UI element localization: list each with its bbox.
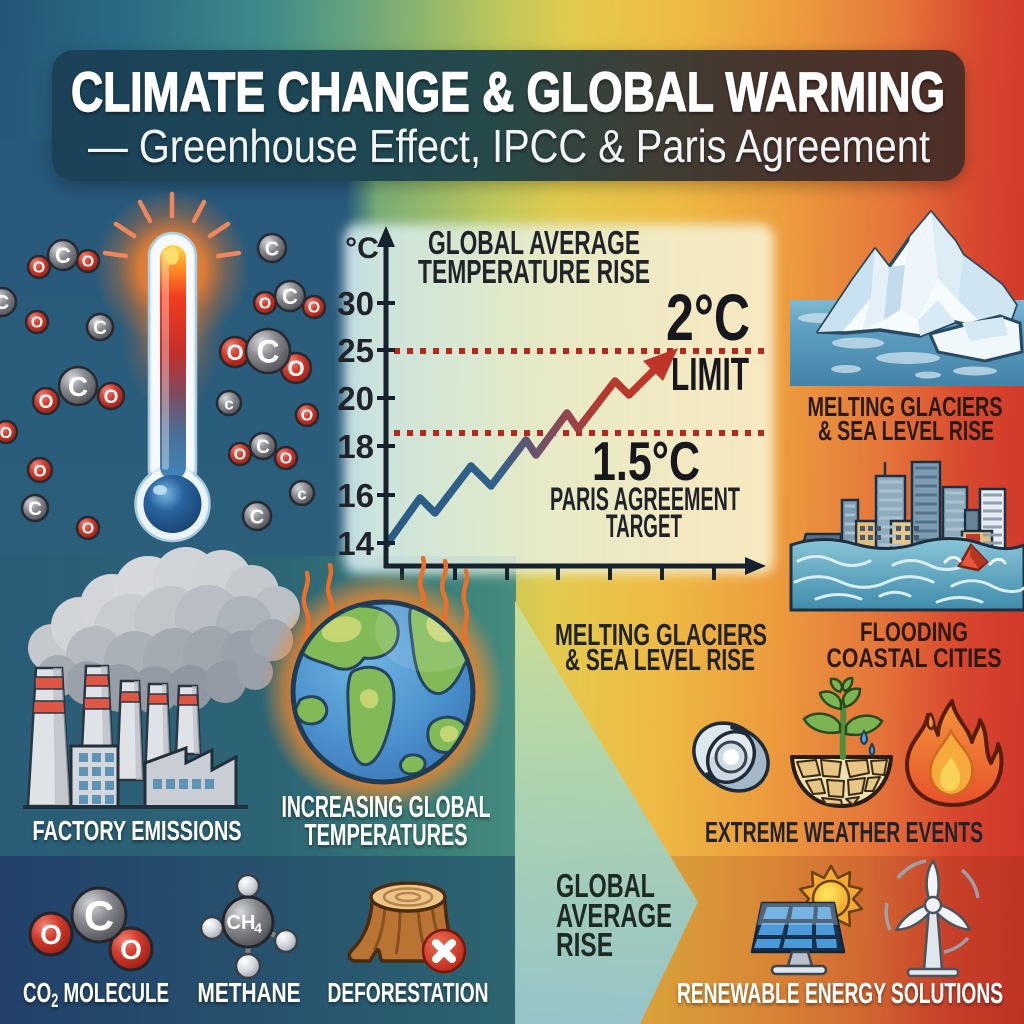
svg-text:c: c [224,394,233,413]
svg-text:O: O [104,387,119,408]
svg-text:FACTORY EMISSIONS: FACTORY EMISSIONS [33,815,242,846]
svg-text:LIMIT: LIMIT [671,348,749,400]
svg-text:O: O [40,919,62,950]
svg-text:14: 14 [337,525,374,562]
svg-text:O: O [226,340,243,365]
svg-text:C: C [256,437,270,458]
svg-text:c: c [297,484,306,503]
svg-text:°C: °C [345,232,379,265]
svg-text:O: O [234,447,246,464]
svg-text:C: C [256,333,279,369]
svg-text:O: O [280,451,292,468]
svg-text:C: C [265,238,279,260]
svg-text:GLOBAL: GLOBAL [556,867,655,904]
svg-text:O: O [301,408,313,425]
svg-text:FLOODING: FLOODING [860,617,968,647]
svg-text:MELTING GLACIERS: MELTING GLACIERS [555,617,767,652]
svg-text:C: C [68,371,88,402]
svg-text:RISE: RISE [556,926,613,963]
svg-text:& SEA LEVEL RISE: & SEA LEVEL RISE [565,642,755,677]
svg-text:20: 20 [337,380,374,417]
svg-text:30: 30 [337,285,374,322]
svg-text:CLIMATE CHANGE & GLOBAL WARMIN: CLIMATE CHANGE & GLOBAL WARMING [71,60,945,123]
svg-text:1.5°C: 1.5°C [592,430,700,492]
svg-text:CH: CH [227,912,256,934]
svg-text:METHANE: METHANE [198,977,301,1008]
svg-text:O: O [31,315,43,332]
svg-text:— Greenhouse Effect, IPCC & Pa: — Greenhouse Effect, IPCC & Paris Agreem… [88,120,930,172]
svg-text:TEMPERATURE RISE: TEMPERATURE RISE [418,253,650,290]
svg-text:AVERAGE: AVERAGE [556,897,672,934]
svg-text:MELTING GLACIERS: MELTING GLACIERS [808,391,1003,422]
svg-text:4: 4 [254,920,262,936]
svg-text:O: O [287,356,304,381]
svg-text:C: C [0,292,9,314]
svg-text:C: C [28,499,42,520]
svg-text:GLOBAL AVERAGE: GLOBAL AVERAGE [428,224,640,261]
svg-text:EXTREME WEATHER EVENTS: EXTREME WEATHER EVENTS [705,817,983,849]
svg-text:O: O [259,296,271,313]
svg-text:16: 16 [337,477,374,514]
svg-text:C: C [55,243,71,268]
svg-text:C: C [84,892,114,939]
svg-text:O: O [0,425,12,442]
svg-text:PARIS AGREEMENT: PARIS AGREEMENT [550,481,740,517]
svg-text:& SEA LEVEL RISE: & SEA LEVEL RISE [818,415,994,446]
svg-text:O: O [33,461,46,480]
svg-text:DEFORESTATION: DEFORESTATION [328,977,489,1008]
svg-text:O: O [82,521,94,538]
svg-text:O: O [33,260,45,277]
svg-text:O: O [120,934,142,965]
svg-text:CO2 MOLECULE: CO2 MOLECULE [23,977,169,1012]
svg-text:C: C [93,318,107,339]
svg-text:COASTAL CITIES: COASTAL CITIES [827,643,1002,673]
svg-text:C: C [250,506,264,528]
svg-text:TEMPERATURES: TEMPERATURES [305,817,468,852]
svg-text:25: 25 [337,332,374,369]
svg-text:TARGET: TARGET [606,508,682,544]
svg-text:O: O [308,300,320,317]
svg-text:O: O [82,254,94,271]
svg-text:INCREASING GLOBAL: INCREASING GLOBAL [282,789,491,824]
svg-text:2°C: 2°C [666,280,750,354]
svg-text:O: O [39,392,54,413]
svg-text:18: 18 [337,428,374,465]
svg-text:RENEWABLE ENERGY SOLUTIONS: RENEWABLE ENERGY SOLUTIONS [677,978,1003,1010]
svg-text:C: C [282,284,298,309]
